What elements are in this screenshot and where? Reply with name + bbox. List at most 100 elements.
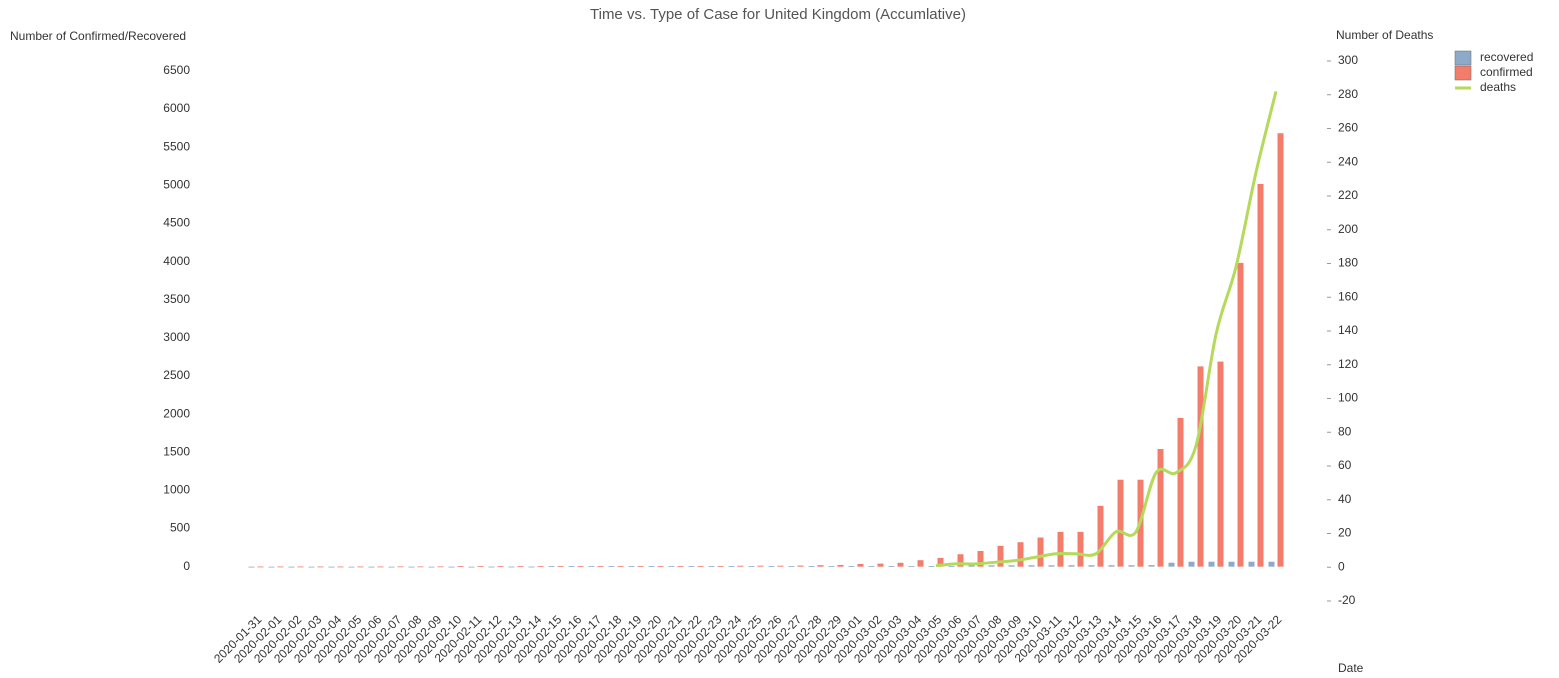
bar xyxy=(637,565,644,567)
bar xyxy=(1197,366,1204,567)
bar xyxy=(957,554,964,567)
legend-swatch xyxy=(1454,50,1472,66)
bar xyxy=(248,566,255,568)
y2-tick-label: 40 xyxy=(1338,492,1352,506)
line xyxy=(935,91,1278,568)
bar xyxy=(1157,448,1164,567)
bar xyxy=(257,566,264,568)
bar xyxy=(517,565,524,567)
bar xyxy=(1208,561,1215,567)
bar xyxy=(548,566,555,567)
bar xyxy=(728,566,735,567)
bar xyxy=(808,566,815,567)
bar xyxy=(848,566,855,567)
bar xyxy=(1028,565,1035,567)
y-tick-label: 0 xyxy=(183,559,190,573)
bar xyxy=(1017,542,1024,567)
bar xyxy=(937,557,944,567)
bar xyxy=(428,566,435,568)
bar xyxy=(928,566,935,567)
y-tick-label: 3500 xyxy=(163,292,190,306)
y2-tick-label: 200 xyxy=(1338,222,1358,236)
y2-tick-label: -20 xyxy=(1338,593,1356,607)
y2-tick-label: 280 xyxy=(1338,87,1358,101)
bar xyxy=(1108,565,1115,567)
y-tick-label: 4500 xyxy=(163,216,190,230)
bar xyxy=(657,565,664,567)
bar xyxy=(1117,479,1124,567)
bar xyxy=(1188,561,1195,567)
bar xyxy=(768,566,775,567)
bar xyxy=(508,566,515,568)
bar xyxy=(717,565,724,567)
bar xyxy=(448,566,455,568)
y-tick-label: 5500 xyxy=(163,139,190,153)
bar xyxy=(1077,531,1084,567)
y2-tick-label: 260 xyxy=(1338,121,1358,135)
bar xyxy=(748,566,755,567)
chart-title: Time vs. Type of Case for United Kingdom… xyxy=(590,6,966,23)
bar xyxy=(917,560,924,567)
bar xyxy=(377,566,384,568)
bar xyxy=(577,565,584,567)
bar xyxy=(437,566,444,568)
bar xyxy=(948,566,955,567)
bar xyxy=(568,566,575,567)
bar xyxy=(468,566,475,568)
legend-label: recovered xyxy=(1480,50,1533,64)
bar xyxy=(557,565,564,567)
bar xyxy=(308,566,315,568)
bar xyxy=(317,566,324,568)
bar xyxy=(368,566,375,568)
y2-tick-label: 140 xyxy=(1338,323,1358,337)
y2-tick-label: 300 xyxy=(1338,53,1358,67)
bar xyxy=(457,566,464,567)
bar xyxy=(828,566,835,567)
bar xyxy=(1037,537,1044,567)
y-tick-label: 2000 xyxy=(163,406,190,420)
y-tick-label: 5000 xyxy=(163,177,190,191)
legend-label: confirmed xyxy=(1480,65,1533,79)
bar xyxy=(697,565,704,567)
y-tick-label: 6000 xyxy=(163,101,190,115)
bar xyxy=(357,566,364,568)
bar xyxy=(288,566,295,568)
y-tick-label: 500 xyxy=(170,521,190,535)
bar xyxy=(757,565,764,567)
y2-tick-label: 160 xyxy=(1338,289,1358,303)
bar xyxy=(588,566,595,567)
bar xyxy=(297,566,304,568)
bar xyxy=(737,565,744,567)
bar xyxy=(977,550,984,567)
y2-tick-label: 120 xyxy=(1338,357,1358,371)
bar xyxy=(488,566,495,568)
bar xyxy=(997,545,1004,567)
y-tick-label: 4000 xyxy=(163,254,190,268)
bar xyxy=(337,566,344,568)
bar xyxy=(348,566,355,568)
bar xyxy=(328,566,335,568)
y2-tick-label: 60 xyxy=(1338,458,1352,472)
bar xyxy=(1008,565,1015,567)
bar xyxy=(1068,565,1075,567)
bar xyxy=(708,566,715,567)
bar xyxy=(817,565,824,567)
bar xyxy=(617,565,624,567)
bar xyxy=(988,565,995,567)
y-tick-label: 3000 xyxy=(163,330,190,344)
x-axis-title: Date xyxy=(1338,661,1364,675)
y-tick-label: 1500 xyxy=(163,444,190,458)
bar xyxy=(528,566,535,568)
bar xyxy=(1217,361,1224,567)
bar xyxy=(868,566,875,567)
bar xyxy=(1128,565,1135,567)
bar xyxy=(1057,531,1064,567)
y2-tick-label: 0 xyxy=(1338,559,1345,573)
y2-tick-label: 240 xyxy=(1338,154,1358,168)
bar xyxy=(688,566,695,567)
bar xyxy=(268,566,275,568)
bar xyxy=(597,565,604,567)
bar xyxy=(1237,262,1244,567)
bar xyxy=(408,566,415,568)
